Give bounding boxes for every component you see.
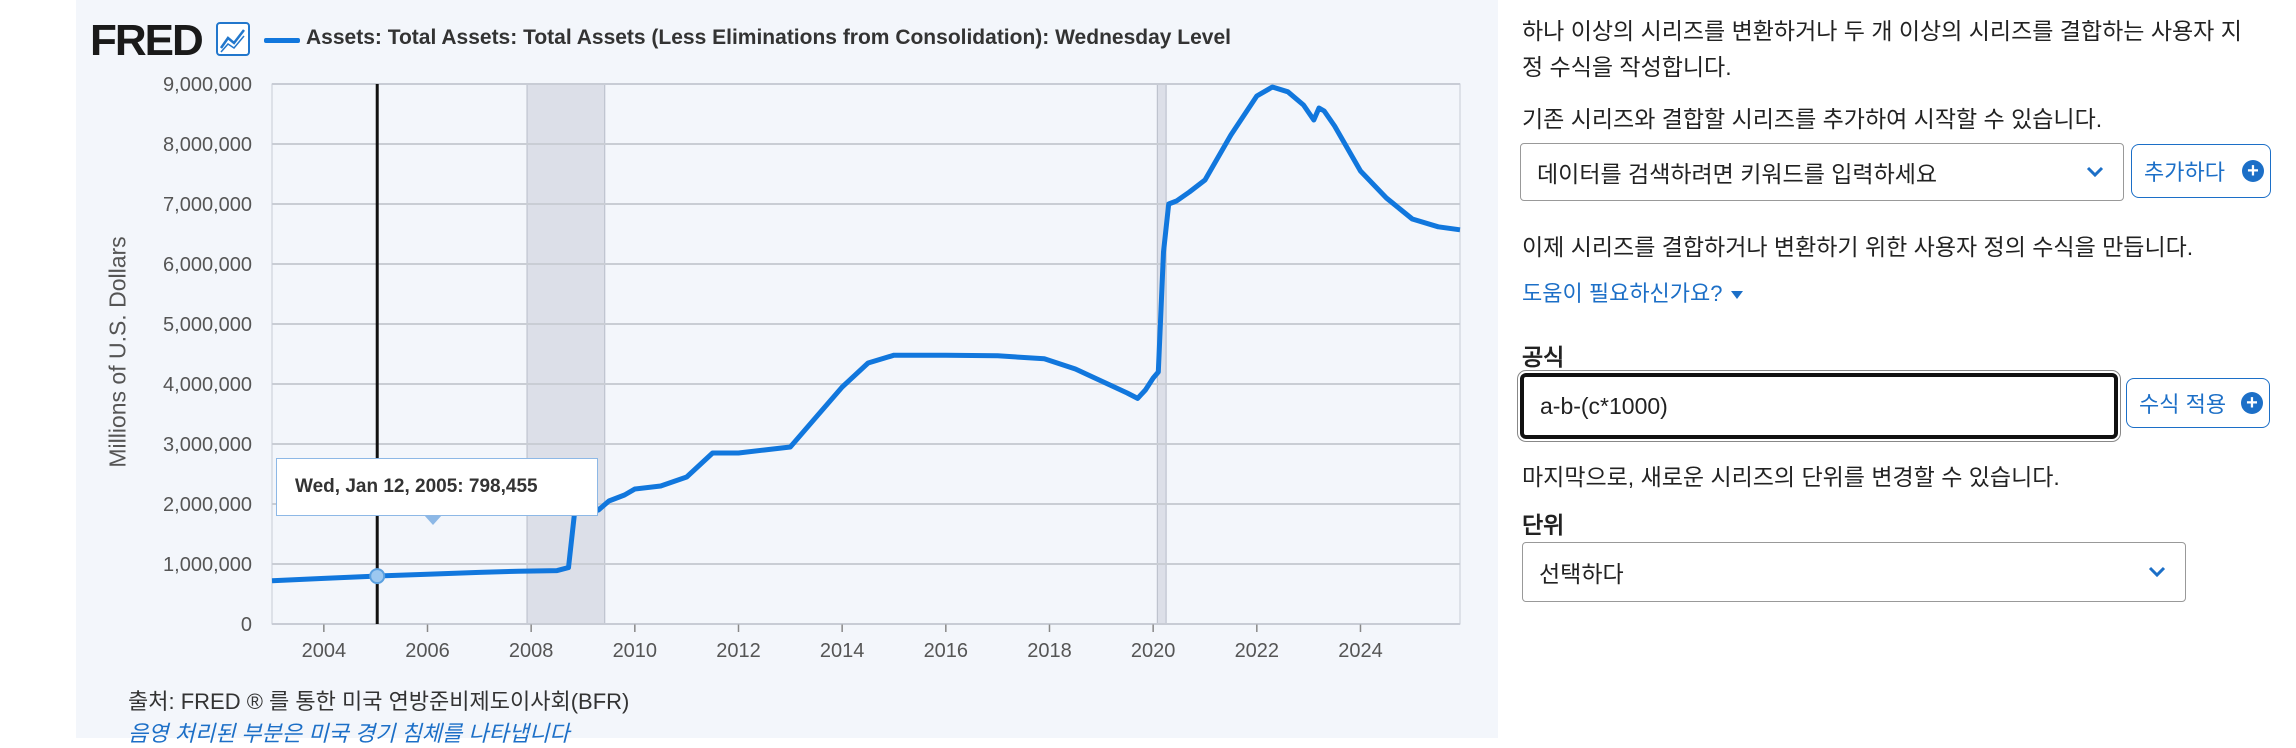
y-tick-label: 3,000,000: [163, 434, 252, 456]
tooltip: Wed, Jan 12, 2005: 798,455: [276, 458, 598, 516]
hover-point: [369, 568, 386, 585]
intro-text: 하나 이상의 시리즈를 변환하거나 두 개 이상의 시리즈를 결합하는 사용자 …: [1522, 18, 2242, 44]
legend-swatch: [264, 38, 300, 43]
tooltip-value: 798,455: [468, 476, 538, 497]
units-text: 마지막으로, 새로운 시리즈의 단위를 변경할 수 있습니다.: [1522, 464, 2060, 490]
units-label: 단위: [1522, 512, 1565, 538]
help-link[interactable]: 도움이 필요하신가요?: [1522, 276, 1745, 308]
formula-label: 공식: [1522, 344, 1565, 370]
help-link-label: 도움이 필요하신가요?: [1522, 281, 1723, 306]
chart-panel: [76, 0, 1498, 738]
formula-panel: [1498, 0, 2296, 738]
chevron-down-icon: [2148, 566, 2166, 578]
source-note: 출처: FRED ® 를 통한 미국 연방준비제도이사회(BFR): [128, 689, 630, 714]
x-tick-label: 2014: [820, 640, 865, 662]
x-tick-labels: 2004 2006 2008 2010 2012 2014 2016 2018 2020 2022…: [302, 624, 1383, 662]
tooltip-date: Wed, Jan 12, 2005:: [295, 476, 464, 497]
x-tick-label: 2024: [1338, 640, 1383, 662]
apply-formula-button[interactable]: 수식 적용 +: [2126, 378, 2270, 428]
y-tick-label: 2,000,000: [163, 494, 252, 516]
y-tick-label: 9,000,000: [163, 74, 252, 96]
search-placeholder: 데이터를 검색하려면 키워드를 입력하세요: [1537, 161, 1938, 187]
x-tick-label: 2004: [302, 640, 347, 662]
y-tick-label: 0: [241, 614, 252, 636]
plus-icon: +: [2241, 392, 2263, 414]
y-tick-label: 1,000,000: [163, 554, 252, 576]
units-select[interactable]: 선택하다: [1522, 542, 2186, 602]
x-tick-label: 2022: [1235, 640, 1280, 662]
y-tick-label: 7,000,000: [163, 194, 252, 216]
x-tick-label: 2016: [924, 640, 969, 662]
x-tick-label: 2012: [716, 640, 761, 662]
y-tick-label: 8,000,000: [163, 134, 252, 156]
series-search-select[interactable]: 데이터를 검색하려면 키워드를 입력하세요: [1520, 143, 2124, 201]
fred-logo[interactable]: FRED: [90, 16, 204, 65]
formula-input[interactable]: [1517, 370, 2121, 442]
recession-band-0: [526, 83, 606, 625]
grid-lines: [272, 83, 1460, 625]
series-title[interactable]: Assets: Total Assets: Total Assets (Less…: [306, 26, 1231, 49]
x-tick-label: 2008: [509, 640, 554, 662]
tooltip-pointer: [424, 515, 442, 525]
plot-area[interactable]: 0 1,000,000 2,000,000 3,000,000 4,000,000 5,0…: [0, 0, 1498, 680]
x-tick-label: 2018: [1027, 640, 1072, 662]
x-tick-label: 2010: [613, 640, 658, 662]
plot-frame: [271, 83, 1461, 625]
add-series-label: 추가하다: [2144, 160, 2225, 185]
formula-intro-text: 이제 시리즈를 결합하거나 변환하기 위한 사용자 정의 수식을 만듭니다.: [1522, 234, 2194, 260]
plus-icon: +: [2242, 160, 2264, 182]
caret-down-icon: [1730, 291, 1743, 299]
chevron-down-icon: [2086, 166, 2104, 178]
y-tick-label: 4,000,000: [163, 374, 252, 396]
fred-graph-icon[interactable]: [216, 22, 250, 56]
recession-note[interactable]: 음영 처리된 부분은 미국 경기 침체를 나타냅니다: [128, 721, 570, 746]
y-tick-label: 6,000,000: [163, 254, 252, 276]
intro-text-2: 정 수식을 작성합니다.: [1522, 54, 1732, 80]
add-series-text: 기존 시리즈와 결합할 시리즈를 추가하여 시작할 수 있습니다.: [1522, 106, 2103, 132]
y-tick-label: 5,000,000: [163, 314, 252, 336]
add-series-button[interactable]: 추가하다 +: [2131, 144, 2271, 198]
units-select-value: 선택하다: [1539, 561, 1624, 587]
x-tick-label: 2006: [405, 640, 450, 662]
recession-shading: [526, 83, 1167, 625]
x-tick-label: 2020: [1131, 640, 1176, 662]
y-axis-label: Millions of U.S. Dollars: [104, 236, 131, 468]
apply-formula-label: 수식 적용: [2139, 392, 2227, 417]
y-tick-labels: 0 1,000,000 2,000,000 3,000,000 4,000,000 5,0…: [163, 74, 252, 636]
